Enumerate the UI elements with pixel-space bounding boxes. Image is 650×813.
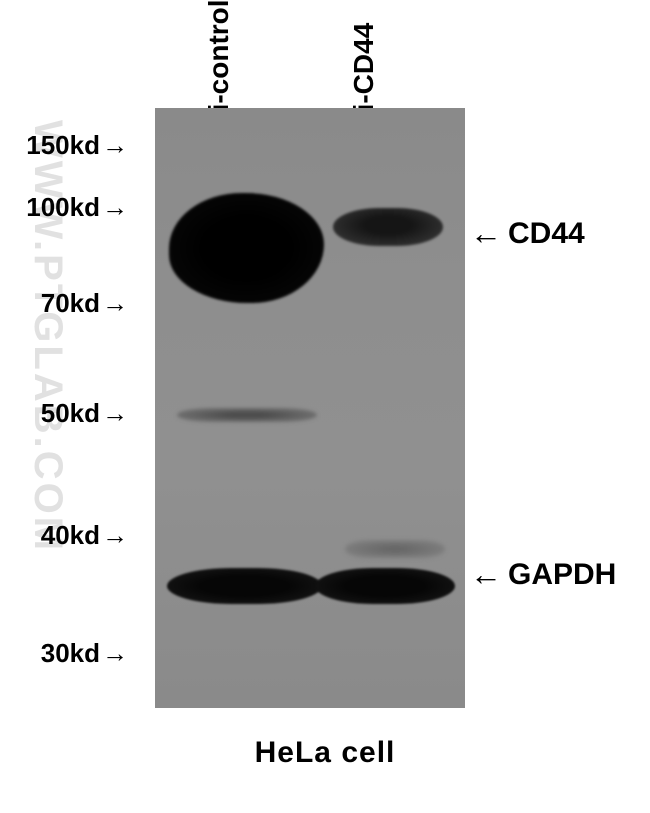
blot-membrane (155, 108, 465, 708)
protein-name: CD44 (508, 217, 585, 251)
arrow-right-icon: → (102, 520, 128, 551)
band-cd44-knockdown (333, 208, 443, 246)
mw-marker-30kd: 30kd→ (18, 638, 128, 669)
arrow-right-icon: → (102, 638, 128, 669)
mw-marker-70kd: 70kd→ (18, 288, 128, 319)
band-nonspecific-50kd (177, 408, 317, 422)
mw-marker-100kd: 100kd→ (18, 192, 128, 223)
band-gapdh-knockdown (315, 568, 455, 604)
figure-caption: HeLa cell (0, 736, 650, 770)
mw-marker-40kd: 40kd→ (18, 520, 128, 551)
protein-label-cd44: ← CD44 (470, 215, 585, 252)
band-cd44-control (169, 193, 324, 303)
mw-label: 100kd (26, 192, 100, 222)
mw-label: 50kd (41, 398, 100, 428)
western-blot-figure: WWW.PTGLAB.COM si-control si-CD44 150kd→… (0, 0, 650, 813)
watermark: WWW.PTGLAB.COM (25, 120, 70, 553)
arrow-right-icon: → (102, 192, 128, 223)
mw-label: 40kd (41, 520, 100, 550)
band-nonspecific-40kd (345, 540, 445, 558)
mw-label: 150kd (26, 130, 100, 160)
arrow-right-icon: → (102, 288, 128, 319)
arrow-right-icon: → (102, 398, 128, 429)
band-gapdh-control (167, 568, 322, 604)
mw-marker-50kd: 50kd→ (18, 398, 128, 429)
mw-label: 30kd (41, 638, 100, 668)
mw-marker-150kd: 150kd→ (18, 130, 128, 161)
mw-label: 70kd (41, 288, 100, 318)
protein-label-gapdh: ← GAPDH (470, 556, 616, 593)
arrow-left-icon: ← (470, 215, 502, 252)
protein-name: GAPDH (508, 558, 616, 592)
arrow-left-icon: ← (470, 556, 502, 593)
arrow-right-icon: → (102, 130, 128, 161)
